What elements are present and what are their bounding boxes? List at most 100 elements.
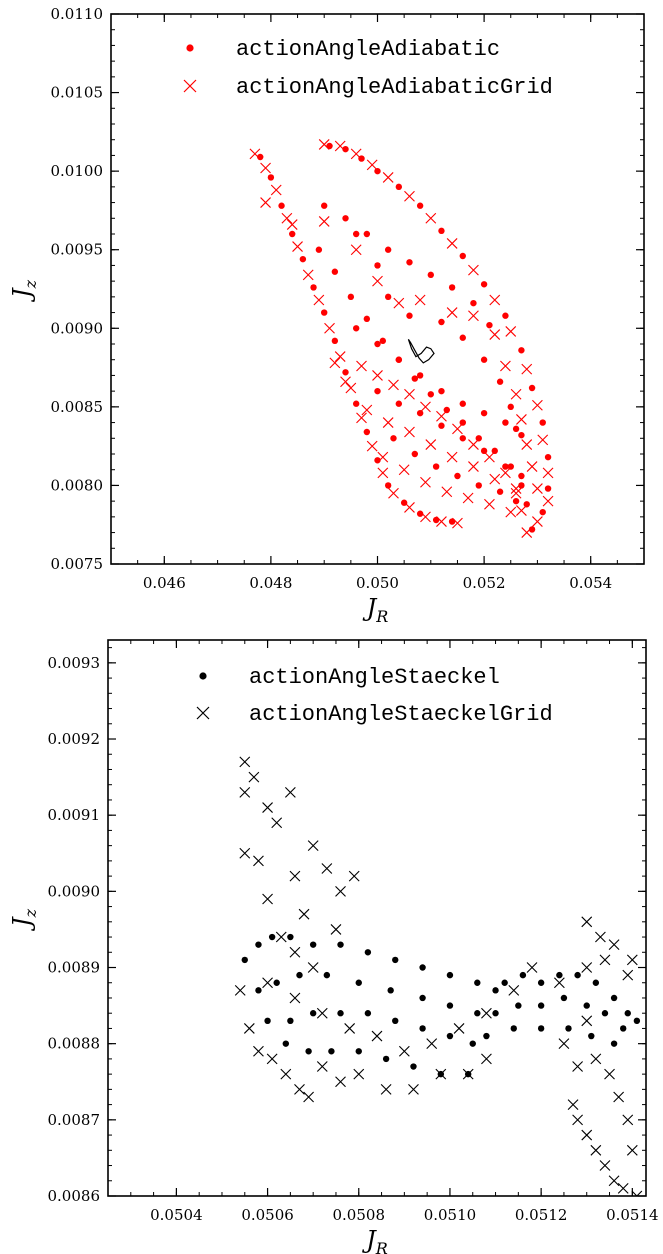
data-point-dot xyxy=(337,941,344,948)
data-point-dot xyxy=(492,987,499,994)
data-point-dot xyxy=(255,987,262,994)
data-point-x xyxy=(468,461,479,472)
data-point-dot xyxy=(528,526,536,533)
data-point-x xyxy=(420,401,431,413)
data-point-dot xyxy=(267,174,275,181)
data-point-dot xyxy=(323,971,331,979)
data-point-dot xyxy=(475,435,482,442)
data-point-dot xyxy=(374,340,381,348)
data-point-x xyxy=(289,946,301,958)
data-point-x xyxy=(595,931,606,943)
data-point-dot xyxy=(537,1002,545,1009)
data-point-dot xyxy=(411,375,419,382)
data-point-x xyxy=(353,1068,365,1080)
data-point-x xyxy=(292,241,303,252)
data-point-dot xyxy=(278,202,285,209)
data-point-x xyxy=(239,847,251,859)
x-axis-label: JR xyxy=(361,1226,388,1254)
data-point-x xyxy=(452,517,463,529)
data-point-dot xyxy=(331,337,339,345)
data-point-x xyxy=(271,817,283,829)
data-point-x xyxy=(553,977,565,989)
data-point-x xyxy=(617,1182,629,1194)
data-point-x xyxy=(489,329,501,340)
data-point-dot xyxy=(539,419,546,426)
data-point-dot xyxy=(454,472,461,480)
x-tick-label: 0.052 xyxy=(463,574,506,592)
x-tick-label: 0.0508 xyxy=(333,1206,386,1224)
data-point-x xyxy=(425,439,437,450)
y-tick-label: 0.0092 xyxy=(48,730,101,748)
data-point-dot xyxy=(486,321,493,329)
data-point-x xyxy=(613,1091,625,1103)
data-point-dot xyxy=(518,482,525,489)
data-point-x xyxy=(294,1083,305,1095)
data-point-dot xyxy=(419,1025,426,1032)
data-point-x xyxy=(500,360,511,372)
data-point-x xyxy=(377,467,389,479)
data-point-dot xyxy=(382,1055,390,1063)
data-point-x xyxy=(398,1045,410,1057)
data-point-x xyxy=(289,992,301,1004)
data-point-dot xyxy=(496,488,504,495)
data-point-x xyxy=(414,294,426,306)
data-point-x xyxy=(321,863,333,874)
data-point-dot xyxy=(502,312,509,319)
data-point-dot xyxy=(410,1063,417,1070)
data-point-x xyxy=(510,487,522,499)
data-point-x xyxy=(266,1053,278,1065)
data-point-dot xyxy=(374,387,381,395)
data-point-x xyxy=(345,382,357,394)
legend-marker-x xyxy=(196,706,210,720)
data-point-dot xyxy=(560,994,568,1002)
data-point-x xyxy=(436,516,447,527)
data-point-x xyxy=(608,1175,620,1187)
data-point-x xyxy=(516,414,527,425)
data-point-x xyxy=(307,840,319,852)
data-point-x xyxy=(481,1007,492,1019)
y-tick-label: 0.0080 xyxy=(51,476,104,494)
data-point-x xyxy=(302,269,314,281)
data-point-dot xyxy=(480,447,488,455)
data-point-x xyxy=(249,148,261,160)
data-point-x xyxy=(340,376,351,388)
data-point-x xyxy=(626,954,638,966)
data-point-x xyxy=(262,893,273,905)
data-point-dot xyxy=(539,508,546,516)
data-point-x xyxy=(599,1160,611,1171)
data-point-dot xyxy=(355,1048,362,1055)
data-point-dot xyxy=(496,378,504,385)
x-tick-label: 0.0506 xyxy=(241,1206,294,1224)
data-point-dot xyxy=(342,369,349,376)
data-point-dot xyxy=(287,1017,294,1025)
data-point-dot xyxy=(395,400,403,407)
series-orbit-loop xyxy=(407,338,435,364)
data-point-dot xyxy=(416,202,424,209)
data-point-x xyxy=(404,388,415,400)
data-point-dot xyxy=(507,463,514,470)
data-point-x xyxy=(510,483,522,494)
data-point-dot xyxy=(583,1002,590,1009)
x-tick-label: 0.054 xyxy=(569,574,612,592)
data-point-x xyxy=(446,238,458,249)
data-point-dot xyxy=(305,1048,312,1055)
y-tick-label: 0.0087 xyxy=(48,1111,101,1129)
data-point-x xyxy=(380,1083,392,1095)
data-point-x xyxy=(239,786,251,798)
data-point-dot xyxy=(363,428,371,436)
data-point-x xyxy=(558,1038,570,1050)
data-point-dot xyxy=(387,987,394,994)
data-point-dot xyxy=(480,281,488,288)
data-point-x xyxy=(484,451,495,463)
legend-label: actionAngleAdiabaticGrid xyxy=(236,75,553,100)
data-point-dot xyxy=(310,284,317,291)
chart-top-adiabatic: 0.046 0.048 0.050 0.052 0.054 0.0075 0.0080 0.0… xyxy=(8,5,645,626)
data-point-x xyxy=(260,162,271,174)
y-tick-label: 0.0075 xyxy=(51,555,104,573)
data-point-dot xyxy=(419,994,426,1002)
data-point-x xyxy=(330,924,342,935)
data-point-dot xyxy=(518,472,525,480)
data-point-x xyxy=(388,379,399,391)
data-point-x xyxy=(516,505,527,516)
data-point-x xyxy=(334,140,346,152)
